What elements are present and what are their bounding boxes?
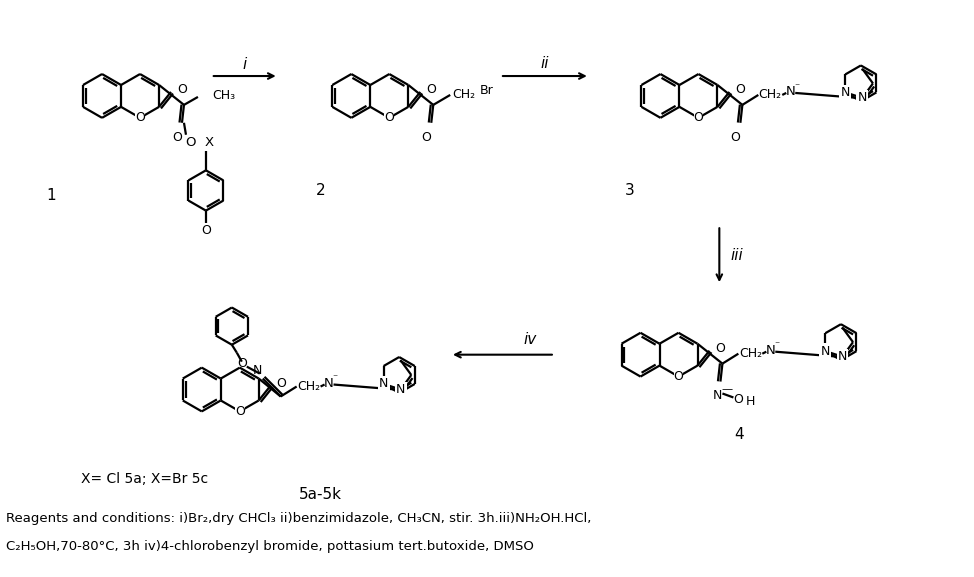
Text: O  X: O X — [186, 136, 214, 149]
Text: O: O — [235, 405, 244, 418]
Text: N: N — [713, 388, 722, 402]
Text: CH₃: CH₃ — [212, 89, 235, 103]
Text: N: N — [396, 383, 405, 396]
Text: N: N — [858, 91, 867, 104]
Text: O: O — [277, 377, 286, 390]
Text: O: O — [201, 224, 210, 237]
Text: N: N — [253, 364, 262, 377]
Text: H: H — [746, 395, 755, 408]
Text: ⁻: ⁻ — [774, 341, 779, 351]
Text: CH₂: CH₂ — [453, 88, 475, 102]
Text: O: O — [135, 111, 145, 124]
Text: O: O — [735, 84, 745, 96]
Text: N: N — [766, 344, 775, 357]
Text: iii: iii — [730, 248, 744, 263]
Text: ii: ii — [541, 55, 549, 70]
Text: O: O — [422, 131, 431, 144]
Text: 1: 1 — [47, 188, 56, 203]
Text: 5a-5k: 5a-5k — [299, 486, 342, 501]
Text: i: i — [243, 57, 246, 72]
Text: O: O — [674, 370, 684, 383]
Text: N: N — [821, 344, 830, 358]
Text: CH₂: CH₂ — [297, 380, 320, 393]
Text: 3: 3 — [624, 183, 634, 198]
Text: N: N — [838, 350, 847, 363]
Text: O: O — [693, 111, 703, 124]
Text: Br: Br — [480, 84, 494, 98]
Text: N: N — [841, 86, 850, 99]
Text: O: O — [177, 84, 187, 96]
Text: O: O — [385, 111, 394, 124]
Text: ⁻: ⁻ — [332, 373, 338, 384]
Text: CH₂: CH₂ — [759, 88, 782, 102]
Text: O: O — [716, 342, 726, 355]
Text: O: O — [730, 131, 740, 144]
Text: iv: iv — [523, 332, 537, 347]
Text: ⁻: ⁻ — [794, 82, 800, 92]
Text: —: — — [722, 384, 733, 395]
Text: O: O — [733, 393, 743, 406]
Text: N: N — [323, 377, 333, 390]
Text: CH₂: CH₂ — [739, 347, 762, 360]
Text: O: O — [237, 357, 246, 370]
Text: 4: 4 — [734, 427, 744, 442]
Text: C₂H₅OH,70-80°C, 3h iv)4-chlorobenzyl bromide, pottasium tert.butoxide, DMSO: C₂H₅OH,70-80°C, 3h iv)4-chlorobenzyl bro… — [7, 540, 535, 553]
Text: X= Cl 5a; X=Br 5c: X= Cl 5a; X=Br 5c — [81, 472, 208, 486]
Text: N: N — [785, 85, 795, 99]
Text: 2: 2 — [316, 183, 325, 198]
Text: Reagents and conditions: i)Br₂,dry CHCl₃ ii)benzimidazole, CH₃CN, stir. 3h.iii)N: Reagents and conditions: i)Br₂,dry CHCl₃… — [7, 512, 592, 526]
Text: O: O — [172, 131, 182, 144]
Text: O: O — [427, 84, 436, 96]
Text: N: N — [379, 377, 389, 391]
